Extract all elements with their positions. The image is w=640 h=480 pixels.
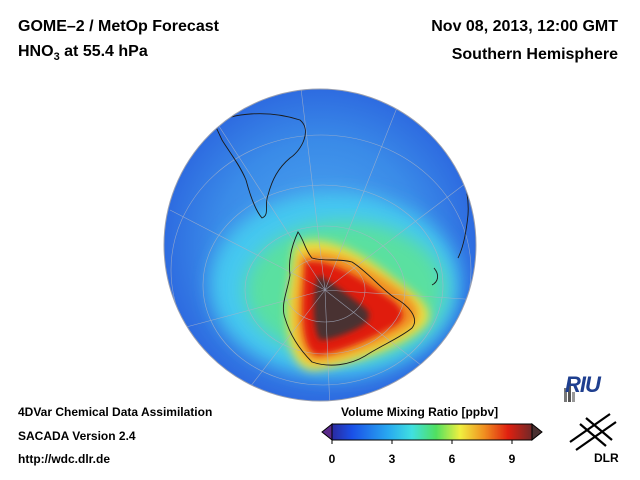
graticule xyxy=(169,89,476,401)
dlr-logo-mark xyxy=(569,413,617,451)
riu-logo: RIU xyxy=(565,372,601,397)
globe-outline xyxy=(163,88,477,402)
hemisphere-label: Southern Hemisphere xyxy=(451,46,618,63)
dlr-logo: DLR xyxy=(594,451,619,465)
riu-logo-mark xyxy=(564,380,575,402)
colorbar-tick-marks xyxy=(331,440,513,444)
footer-url[interactable]: http://wdc.dlr.de xyxy=(18,452,110,466)
species-name: HNO xyxy=(18,43,54,60)
colorbar-tick-label: 9 xyxy=(508,452,516,466)
colorbar xyxy=(321,422,543,444)
forecast-date: Nov 08, 2013, 12:00 GMT xyxy=(431,18,618,35)
colorbar-gradient xyxy=(331,423,533,441)
footer-version: SACADA Version 2.4 xyxy=(18,429,136,443)
field-layer xyxy=(164,89,476,401)
species-level-label: HNO3 at 55.4 hPa xyxy=(18,43,148,63)
map-title: GOME–2 / MetOp Forecast xyxy=(18,18,219,35)
colorbar-tick-label: 3 xyxy=(388,452,396,466)
colorbar-tick-label: 6 xyxy=(448,452,456,466)
colorbar-title: Volume Mixing Ratio [ppbv] xyxy=(341,405,499,419)
colorbar-max-arrow xyxy=(531,422,543,442)
pressure-level: at 55.4 hPa xyxy=(64,43,148,60)
colorbar-min-arrow xyxy=(321,422,333,442)
species-subscript: 3 xyxy=(53,51,60,64)
footer-method: 4DVar Chemical Data Assimilation xyxy=(18,405,213,419)
colorbar-tick-label: 0 xyxy=(328,452,336,466)
